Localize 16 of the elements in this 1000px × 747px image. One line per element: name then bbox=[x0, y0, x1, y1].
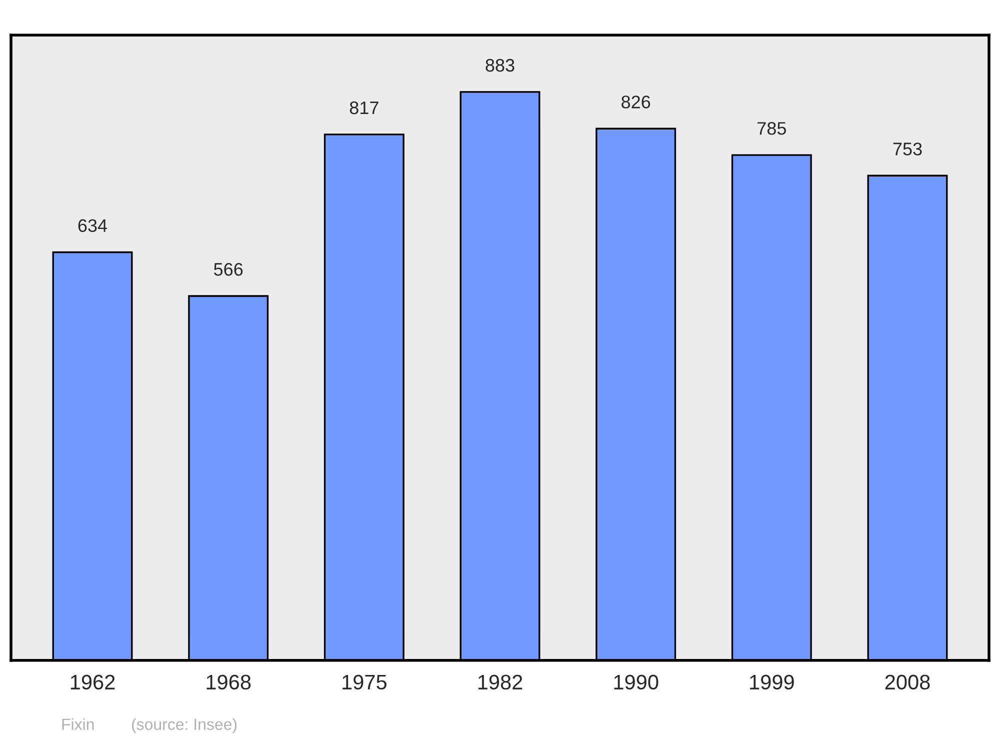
data-label: 753 bbox=[893, 142, 922, 156]
data-label: 826 bbox=[622, 96, 650, 108]
data-label: 817 bbox=[350, 101, 378, 114]
data-label: 634 bbox=[78, 219, 108, 232]
text: Fixin bbox=[62, 718, 94, 730]
x-tick-label: 1982 bbox=[478, 674, 522, 690]
x-tick-label: 1999 bbox=[750, 674, 794, 690]
data-label: 785 bbox=[758, 122, 786, 135]
data-label: 566 bbox=[214, 262, 243, 276]
x-tick-label: 1968 bbox=[206, 674, 251, 690]
data-label: 883 bbox=[486, 58, 514, 72]
x-tick-label: 1990 bbox=[614, 674, 658, 690]
x-tick-label: 1975 bbox=[342, 674, 386, 690]
text: (source: Insee) bbox=[132, 718, 237, 734]
x-tick-label: 2008 bbox=[885, 674, 930, 690]
x-tick-label: 1962 bbox=[70, 674, 115, 690]
